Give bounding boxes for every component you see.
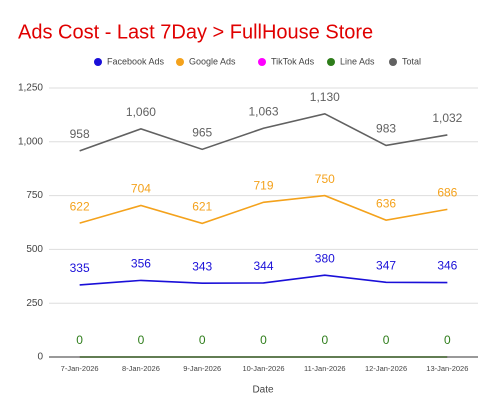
data-label: 380: [315, 251, 335, 265]
legend-marker: [176, 58, 184, 66]
data-label: 0: [444, 333, 451, 347]
legend-label: Google Ads: [189, 56, 236, 66]
legend-label: TikTok Ads: [271, 56, 315, 66]
data-label: 0: [383, 333, 390, 347]
legend-label: Total: [402, 56, 421, 66]
legend-marker: [258, 58, 266, 66]
series-line: [79, 112, 448, 152]
data-label: 347: [376, 258, 396, 272]
x-tick-label: 8-Jan-2026: [122, 364, 160, 373]
x-axis-title: Date: [252, 385, 274, 396]
x-tick-label: 12-Jan-2026: [365, 364, 407, 373]
y-tick-label: 1,250: [18, 83, 43, 94]
data-label: 343: [192, 259, 212, 273]
legend-marker: [327, 58, 335, 66]
data-label: 0: [321, 333, 328, 347]
data-label: 1,130: [310, 90, 340, 104]
data-label: 0: [138, 333, 145, 347]
x-tick-label: 11-Jan-2026: [304, 364, 346, 373]
data-label: 704: [131, 182, 151, 196]
data-label: 621: [192, 200, 212, 214]
y-tick-label: 250: [26, 298, 43, 309]
data-label: 0: [260, 333, 267, 347]
x-tick-label: 9-Jan-2026: [183, 364, 221, 373]
data-label: 335: [70, 261, 90, 275]
data-label: 622: [70, 199, 90, 213]
data-label: 965: [192, 126, 212, 140]
y-tick-label: 500: [26, 244, 43, 255]
legend-marker: [389, 58, 397, 66]
legend-marker: [94, 58, 102, 66]
data-label: 356: [131, 257, 151, 271]
data-label: 958: [70, 127, 90, 141]
series-line: [79, 194, 448, 225]
data-label: 346: [437, 259, 457, 273]
data-label: 1,060: [126, 105, 156, 119]
y-tick-label: 1,000: [18, 136, 43, 147]
y-tick-label: 0: [37, 352, 43, 363]
data-label: 1,063: [248, 104, 278, 118]
chart-title: Ads Cost - Last 7Day > FullHouse Store: [18, 21, 373, 43]
data-label: 0: [76, 333, 83, 347]
data-label: 719: [253, 178, 273, 192]
data-label: 636: [376, 196, 396, 210]
data-label: 750: [315, 172, 335, 186]
legend-label: Facebook Ads: [107, 56, 165, 66]
x-tick-label: 13-Jan-2026: [426, 364, 468, 373]
data-label: 344: [253, 259, 273, 273]
x-tick-label: 7-Jan-2026: [61, 364, 99, 373]
data-label: 983: [376, 122, 396, 136]
series-line: [79, 274, 448, 286]
data-label: 686: [437, 186, 457, 200]
legend-label: Line Ads: [340, 56, 375, 66]
x-tick-label: 10-Jan-2026: [242, 364, 284, 373]
data-label: 0: [199, 333, 206, 347]
data-label: 1,032: [432, 111, 462, 125]
y-tick-label: 750: [26, 190, 43, 201]
